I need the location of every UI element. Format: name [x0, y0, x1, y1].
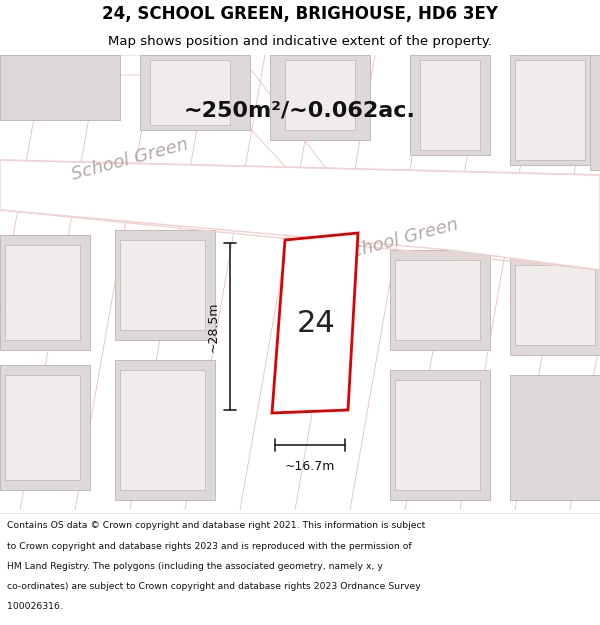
- Polygon shape: [0, 55, 600, 260]
- Polygon shape: [120, 370, 205, 490]
- Text: 100026316.: 100026316.: [7, 602, 63, 611]
- Polygon shape: [590, 55, 600, 170]
- Text: co-ordinates) are subject to Crown copyright and database rights 2023 Ordnance S: co-ordinates) are subject to Crown copyr…: [7, 582, 421, 591]
- Polygon shape: [140, 55, 250, 130]
- Polygon shape: [120, 240, 205, 330]
- Polygon shape: [5, 245, 80, 340]
- Text: 24: 24: [296, 309, 335, 339]
- Polygon shape: [115, 230, 215, 340]
- Polygon shape: [510, 55, 590, 165]
- Text: ~28.5m: ~28.5m: [207, 301, 220, 352]
- Text: School Green: School Green: [340, 216, 460, 264]
- Polygon shape: [395, 260, 480, 340]
- Polygon shape: [395, 380, 480, 490]
- Text: School Green: School Green: [70, 136, 190, 184]
- Polygon shape: [0, 235, 90, 350]
- Polygon shape: [515, 60, 585, 160]
- Text: to Crown copyright and database rights 2023 and is reproduced with the permissio: to Crown copyright and database rights 2…: [7, 542, 412, 551]
- Text: Contains OS data © Crown copyright and database right 2021. This information is : Contains OS data © Crown copyright and d…: [7, 521, 425, 531]
- Polygon shape: [510, 375, 600, 500]
- Polygon shape: [0, 55, 120, 120]
- Polygon shape: [410, 55, 490, 155]
- Text: ~16.7m: ~16.7m: [285, 460, 335, 473]
- Polygon shape: [0, 365, 90, 490]
- Polygon shape: [150, 60, 230, 125]
- Polygon shape: [270, 55, 370, 140]
- Text: 24, SCHOOL GREEN, BRIGHOUSE, HD6 3EY: 24, SCHOOL GREEN, BRIGHOUSE, HD6 3EY: [102, 5, 498, 22]
- Polygon shape: [420, 60, 480, 150]
- Polygon shape: [510, 255, 600, 355]
- Polygon shape: [515, 265, 595, 345]
- Polygon shape: [285, 60, 355, 130]
- Polygon shape: [0, 160, 600, 270]
- Text: HM Land Registry. The polygons (including the associated geometry, namely x, y: HM Land Registry. The polygons (includin…: [7, 562, 383, 571]
- Polygon shape: [272, 233, 358, 413]
- Polygon shape: [390, 250, 490, 350]
- Text: Map shows position and indicative extent of the property.: Map shows position and indicative extent…: [108, 35, 492, 48]
- Polygon shape: [5, 375, 80, 480]
- Polygon shape: [390, 370, 490, 500]
- Text: ~250m²/~0.062ac.: ~250m²/~0.062ac.: [184, 100, 416, 120]
- Polygon shape: [115, 360, 215, 500]
